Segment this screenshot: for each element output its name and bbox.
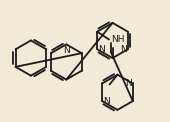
Text: N: N [63, 46, 70, 55]
Text: N: N [98, 45, 105, 54]
Text: N: N [125, 79, 132, 88]
Text: NH: NH [111, 35, 124, 44]
Text: N: N [120, 45, 127, 54]
Text: N: N [103, 97, 110, 106]
